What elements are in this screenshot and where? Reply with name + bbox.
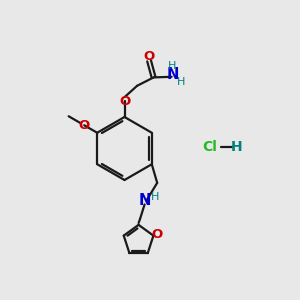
Text: H: H xyxy=(231,140,243,154)
Text: H: H xyxy=(151,192,159,202)
Text: H: H xyxy=(168,61,177,71)
Text: O: O xyxy=(152,228,163,241)
Text: N: N xyxy=(139,193,151,208)
Text: N: N xyxy=(166,67,179,82)
Text: O: O xyxy=(79,119,90,132)
Text: O: O xyxy=(143,50,155,63)
Text: H: H xyxy=(177,76,185,87)
Text: Cl: Cl xyxy=(202,140,217,154)
Text: O: O xyxy=(119,95,130,108)
